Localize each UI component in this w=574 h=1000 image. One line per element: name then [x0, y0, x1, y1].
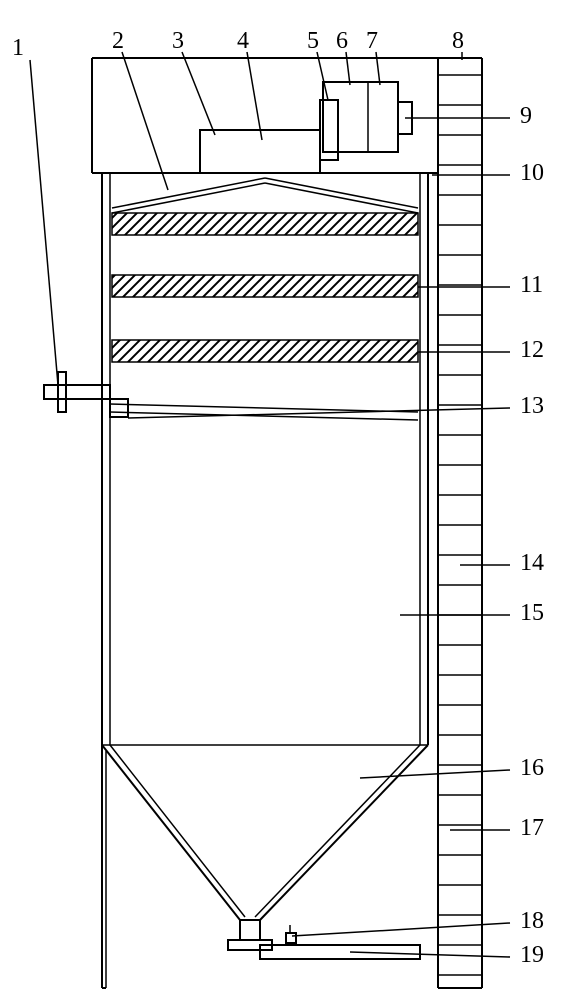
label-8: 8 [452, 28, 464, 54]
label-10: 10 [520, 160, 544, 186]
label-14: 14 [520, 550, 544, 576]
label-16: 16 [520, 755, 544, 781]
label-11: 11 [520, 272, 543, 298]
leader-18 [292, 923, 510, 936]
leader-3 [182, 52, 215, 135]
label-15: 15 [520, 600, 544, 626]
label-3: 3 [172, 28, 184, 54]
label-6: 6 [336, 28, 348, 54]
label-9: 9 [520, 103, 532, 129]
leader-2 [122, 52, 168, 190]
leader-16 [360, 770, 510, 778]
label-18: 18 [520, 908, 544, 934]
label-1: 1 [12, 35, 24, 61]
leader-19 [350, 952, 510, 957]
label-2: 2 [112, 28, 124, 54]
leader-4 [247, 52, 262, 140]
label-7: 7 [366, 28, 378, 54]
label-19: 19 [520, 942, 544, 968]
leader-1 [30, 60, 58, 385]
leader-7 [376, 52, 380, 85]
label-4: 4 [237, 28, 249, 54]
label-17: 17 [520, 815, 544, 841]
leader-6 [346, 52, 350, 85]
label-12: 12 [520, 337, 544, 363]
label-5: 5 [307, 28, 319, 54]
label-13: 13 [520, 393, 544, 419]
diagram-canvas: 12345678910111213141516171819 [0, 0, 574, 1000]
